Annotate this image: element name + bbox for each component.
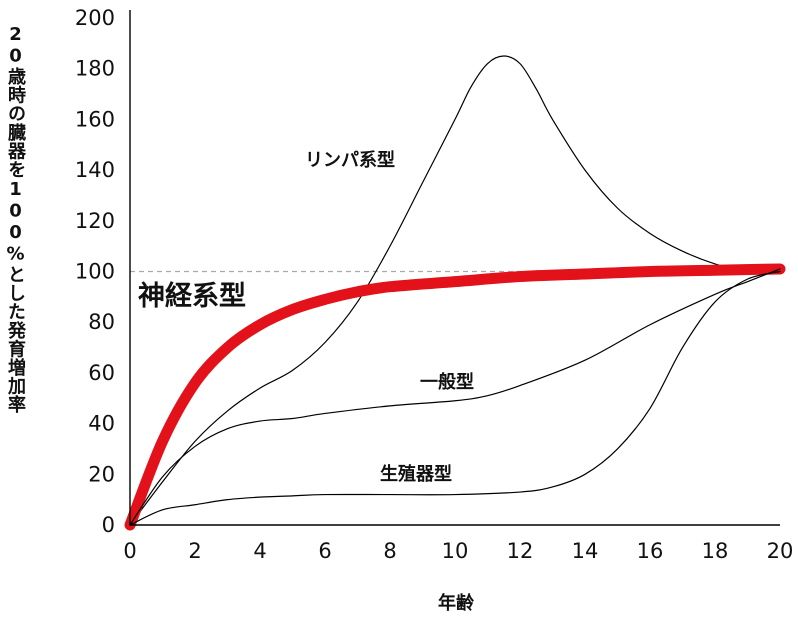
- y-tick-label-100: 100: [75, 260, 115, 284]
- x-tick-label-6: 6: [318, 539, 331, 563]
- x-tick-label-8: 8: [383, 539, 396, 563]
- x-tick-label-10: 10: [442, 539, 469, 563]
- y-tick-label-40: 40: [88, 412, 115, 436]
- y-tick-label-80: 80: [88, 310, 115, 334]
- y-tick-label-0: 0: [102, 513, 115, 537]
- x-tick-label-20: 20: [767, 539, 794, 563]
- series-label-general: 一般型: [420, 371, 474, 393]
- x-tick-label-14: 14: [572, 539, 599, 563]
- series-line-reproductive: [129, 270, 781, 526]
- x-axis-title: 年齢: [438, 592, 475, 614]
- y-tick-label-20: 20: [88, 462, 115, 486]
- series-line-lymphoid: [129, 55, 781, 526]
- y-tick-label-140: 140: [75, 158, 115, 182]
- series-line-general: [129, 268, 781, 526]
- x-tick-label-0: 0: [123, 539, 136, 563]
- series-label-neural: 神経系型: [138, 280, 246, 312]
- y-axis-title: 20歳時の臓器を100%とした発育増加率: [5, 24, 26, 414]
- series-line-neural: [124, 263, 786, 531]
- y-tick-label-200: 200: [75, 6, 115, 30]
- x-tick-label-12: 12: [507, 539, 534, 563]
- x-tick-label-16: 16: [637, 539, 664, 563]
- series-label-lymphoid: リンパ系型: [305, 149, 395, 171]
- x-tick-label-4: 4: [253, 539, 266, 563]
- x-tick-label-18: 18: [702, 539, 729, 563]
- y-tick-label-180: 180: [75, 57, 115, 81]
- y-tick-label-60: 60: [88, 361, 115, 385]
- series-label-reproductive: 生殖器型: [380, 463, 452, 485]
- y-tick-label-160: 160: [75, 107, 115, 131]
- x-tick-label-2: 2: [188, 539, 201, 563]
- y-tick-label-120: 120: [75, 209, 115, 233]
